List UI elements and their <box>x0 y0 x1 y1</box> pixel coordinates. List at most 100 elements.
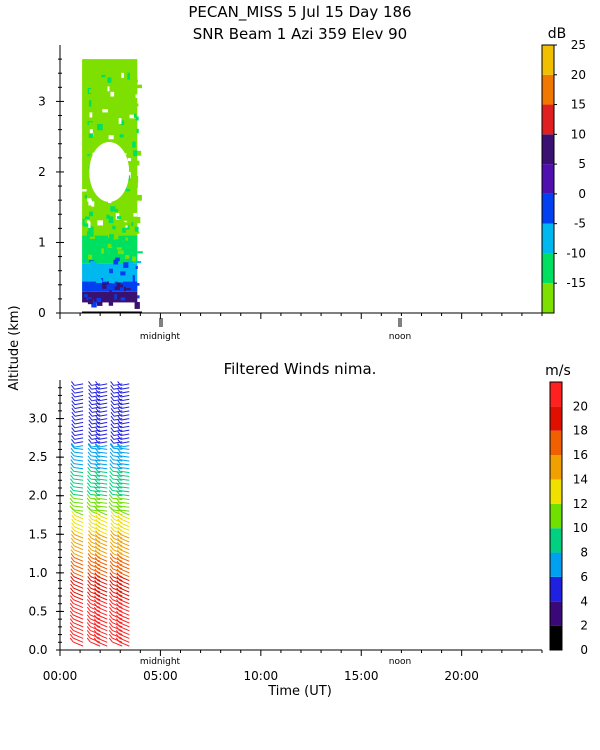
snr-speckle <box>107 100 112 105</box>
wind-barb-shaft <box>96 509 108 512</box>
wind-barb-shaft <box>74 437 84 440</box>
wind-barb <box>71 442 84 448</box>
snr-colorbar-label: -5 <box>574 217 586 231</box>
snr-speckle <box>82 74 86 82</box>
wind-barb-shaft <box>98 421 108 425</box>
wind-barb-flag <box>117 534 121 539</box>
wind-x-tick-label: 15:00 <box>344 669 379 683</box>
wind-barb-flag <box>116 486 120 491</box>
wind-barb-shaft <box>119 633 130 639</box>
wind-barb-shaft <box>98 433 108 437</box>
wind-barb <box>95 411 108 417</box>
wind-barb-shaft <box>90 606 101 612</box>
wind-barb <box>70 459 84 466</box>
wind-barb-shaft <box>73 618 84 624</box>
snr-speckle <box>102 282 107 289</box>
wind-barb-flag <box>87 474 91 480</box>
snr-speckle <box>126 271 131 276</box>
wind-barb <box>117 400 130 406</box>
snr-speckle <box>105 133 109 137</box>
wind-barb <box>110 415 123 421</box>
wind-barb-flag <box>88 396 93 402</box>
wind-barb-flag <box>117 514 122 520</box>
wind-barb <box>95 526 108 535</box>
wind-barb-flag <box>116 595 120 600</box>
wind-colorbar-label: 0 <box>580 643 588 657</box>
wind-barb-flag <box>110 396 115 402</box>
wind-y-tick-label: 0.0 <box>28 643 47 657</box>
wind-barb-shaft <box>112 564 123 570</box>
wind-barb-flag <box>109 579 114 585</box>
wind-barb <box>95 423 108 429</box>
wind-barb <box>71 384 84 390</box>
wind-barb-shaft <box>113 514 123 520</box>
wind-barb-flag <box>94 572 99 577</box>
snr-colorbar-swatch <box>542 74 554 105</box>
wind-barb-shaft <box>74 429 84 433</box>
wind-barb-flag <box>69 599 74 604</box>
snr-speckle <box>97 220 104 226</box>
snr-speckle <box>88 188 93 192</box>
wind-barb-shaft <box>119 459 130 462</box>
wind-barb <box>109 595 123 605</box>
wind-barb-flag <box>95 427 100 432</box>
wind-barb-shaft <box>73 583 84 589</box>
wind-barb-flag <box>94 459 99 464</box>
wind-barb <box>69 603 84 612</box>
wind-barb <box>110 435 123 440</box>
wind-barb <box>88 427 101 433</box>
wind-barb <box>116 568 130 578</box>
wind-colorbar-swatch <box>550 406 562 431</box>
wind-barb-flag <box>69 603 74 608</box>
wind-barb <box>95 415 108 421</box>
snr-speckle <box>95 263 99 269</box>
snr-speckle <box>115 257 120 262</box>
wind-barb-flag <box>69 490 74 495</box>
wind-barb-flag <box>94 443 99 449</box>
wind-barb-flag <box>109 467 114 472</box>
wind-barb <box>70 553 84 562</box>
wind-barb-flag <box>70 587 74 593</box>
wind-barb <box>115 501 130 508</box>
wind-barb <box>110 392 123 398</box>
wind-barb-shaft <box>97 610 108 616</box>
wind-barb-shaft <box>73 576 84 582</box>
wind-barb-flag <box>94 553 99 558</box>
wind-barb-flag <box>70 455 75 461</box>
wind-barb <box>94 459 108 466</box>
wind-barb-flag <box>117 442 122 448</box>
wind-barb <box>94 455 108 462</box>
wind-barb-shaft <box>113 387 123 390</box>
wind-barb-flag <box>115 626 120 631</box>
wind-barb <box>117 396 130 402</box>
wind-barb-shaft <box>91 526 101 531</box>
snr-speckle <box>87 285 91 290</box>
snr-speckle <box>133 150 138 157</box>
wind-colorbar-swatch <box>550 601 562 626</box>
wind-barb-shaft <box>74 518 84 524</box>
snr-speckle <box>121 198 125 202</box>
wind-barb-flag <box>117 541 121 547</box>
wind-barb <box>116 463 130 470</box>
wind-barb <box>116 572 130 582</box>
wind-barb <box>115 505 130 512</box>
wind-barb-flag <box>108 614 113 620</box>
wind-barb-shaft <box>74 511 84 516</box>
wind-barb-shaft <box>119 568 130 574</box>
wind-barb-shaft <box>73 474 84 477</box>
wind-barb-shaft <box>91 425 101 429</box>
wind-barb-shaft <box>73 557 84 562</box>
snr-y-tick-label: 3 <box>38 94 46 108</box>
wind-barb-shaft <box>91 530 101 535</box>
wind-barb <box>95 392 108 398</box>
wind-barb <box>70 587 84 597</box>
wind-barb-flag <box>70 478 74 484</box>
wind-barb <box>94 447 108 454</box>
wind-barb-flag <box>115 501 120 507</box>
wind-barb-shaft <box>97 637 108 643</box>
wind-barb <box>110 404 123 410</box>
wind-barb-shaft <box>91 541 101 547</box>
wind-barb-shaft <box>97 626 108 632</box>
wind-y-tick-label: 1.0 <box>28 566 47 580</box>
wind-barb <box>108 622 123 632</box>
